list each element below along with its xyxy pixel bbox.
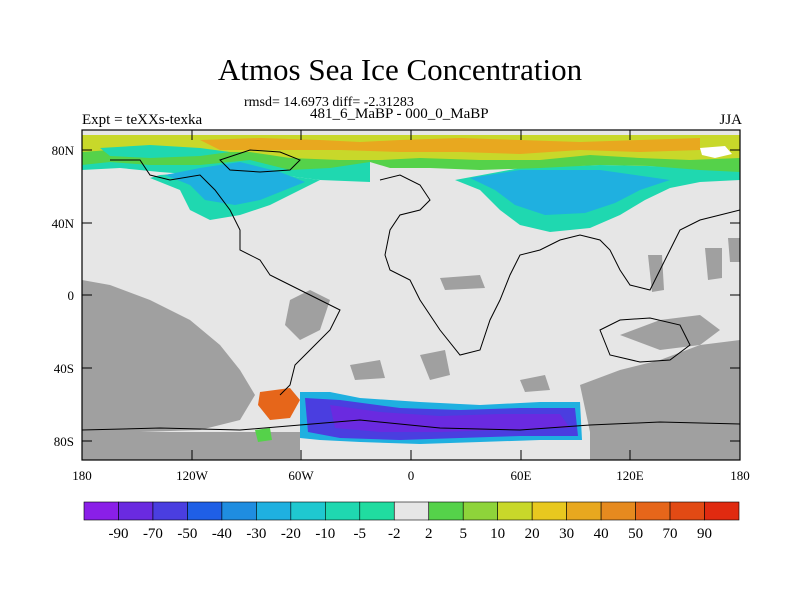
x-tick-180-west: 180	[72, 468, 92, 483]
x-tick-120w: 120W	[176, 468, 209, 483]
colorbar-label: 20	[525, 526, 540, 542]
x-tick-120e: 120E	[616, 468, 644, 483]
gray-region-africa-north	[440, 275, 485, 290]
coastline-eurasia-africa	[379, 174, 740, 356]
colorbar-swatch	[669, 501, 705, 521]
y-tick-40n: 40N	[52, 216, 75, 231]
colorbar-label: -20	[281, 526, 301, 542]
y-tick-0: 0	[68, 288, 75, 303]
antarctic-band-purple	[330, 405, 570, 432]
colorbar-swatch	[635, 501, 671, 521]
colorbar-swatch	[83, 501, 119, 521]
map-field	[82, 130, 740, 460]
gray-region-south-atlantic	[420, 350, 450, 380]
y-ticks	[82, 149, 740, 442]
coastline-australia	[599, 317, 691, 363]
colorbar-label: -40	[212, 526, 232, 542]
colorbar-swatch	[256, 501, 292, 521]
colorbar-swatch	[118, 501, 154, 521]
coastline-americas	[110, 159, 341, 396]
colorbar-swatch	[290, 501, 326, 521]
gray-region-east-edge	[728, 238, 740, 262]
colorbar-label: 50	[628, 526, 643, 542]
colorbar-label: 30	[559, 526, 574, 542]
gray-region-west-pacific	[648, 255, 664, 292]
gray-region-antarctica-east	[590, 430, 740, 460]
colorbar-label: 10	[490, 526, 505, 542]
gray-region-atlantic-mid	[350, 360, 385, 380]
x-ticks	[81, 130, 741, 460]
coastlines	[82, 149, 740, 431]
colorbar-label: 90	[697, 526, 712, 542]
gray-region-southeast-pacific	[82, 280, 255, 432]
colorbar-swatch	[359, 501, 395, 521]
colorbar-swatch	[152, 501, 188, 521]
arctic-lobe-siberia-core	[470, 170, 670, 215]
colorbar-swatch	[600, 501, 636, 521]
colorbar-swatch	[325, 501, 361, 521]
x-tick-60w: 60W	[288, 468, 314, 483]
colorbar-swatch	[187, 501, 223, 521]
colorbar-label: -70	[143, 526, 163, 542]
x-tick-60e: 60E	[511, 468, 532, 483]
arctic-pocket-white	[700, 146, 732, 158]
season-label: JJA	[719, 112, 742, 128]
colorbar-swatch	[531, 501, 567, 521]
colorbar-label: -5	[354, 526, 367, 542]
colorbar	[83, 501, 740, 521]
stats-label: rmsd= 14.6973 diff= -2.31283	[244, 95, 414, 110]
colorbar-label: -50	[177, 526, 197, 542]
colorbar-label: 70	[663, 526, 678, 542]
gray-region-antarctica-west	[82, 432, 300, 460]
period-label: 481_6_MaBP - 000_0_MaBP	[310, 106, 489, 122]
y-tick-80s: 80S	[54, 434, 74, 449]
coastline-antarctica	[82, 419, 740, 431]
gray-region-indian-ocean	[520, 375, 550, 392]
colorbar-label: -30	[246, 526, 266, 542]
antarctic-increase-orange	[258, 388, 300, 420]
colorbar-label: -2	[388, 526, 401, 542]
arctic-increase-orange	[200, 138, 700, 154]
y-tick-40s: 40S	[54, 361, 74, 376]
gray-region-australia-sea	[620, 315, 720, 350]
arctic-lobe-canada-core	[165, 162, 305, 205]
coastline-greenland	[219, 149, 301, 173]
colorbar-swatch	[497, 501, 533, 521]
colorbar-swatch	[393, 501, 430, 521]
x-tick-0: 0	[408, 468, 415, 483]
colorbar-label: -90	[108, 526, 128, 542]
gray-region-south-america	[285, 290, 330, 340]
gray-region-pacific-island	[705, 248, 722, 280]
missing-regions	[82, 238, 740, 460]
colorbar-label: -10	[315, 526, 335, 542]
antarctic-increase-green	[255, 428, 272, 442]
x-tick-180-east: 180	[730, 468, 750, 483]
y-tick-80n: 80N	[52, 143, 75, 158]
arctic-pocket-beaufort	[100, 145, 230, 158]
colorbar-label: 5	[459, 526, 467, 542]
colorbar-swatch	[462, 501, 498, 521]
colorbar-swatch	[428, 501, 464, 521]
colorbar-swatch	[704, 501, 740, 521]
plot-title: Atmos Sea Ice Concentration	[217, 52, 583, 87]
colorbar-labels: -90 -70 -50 -40 -30 -20 -10 -5 -2 2 5 10 20 30 40 50 70 9…	[108, 526, 712, 542]
gray-region-south-indian	[580, 340, 740, 432]
experiment-label: Expt = teXXs-texka	[82, 112, 203, 128]
colorbar-swatch	[566, 501, 602, 521]
colorbar-label: 40	[594, 526, 609, 542]
colorbar-label: 2	[425, 526, 433, 542]
colorbar-swatch	[221, 501, 257, 521]
